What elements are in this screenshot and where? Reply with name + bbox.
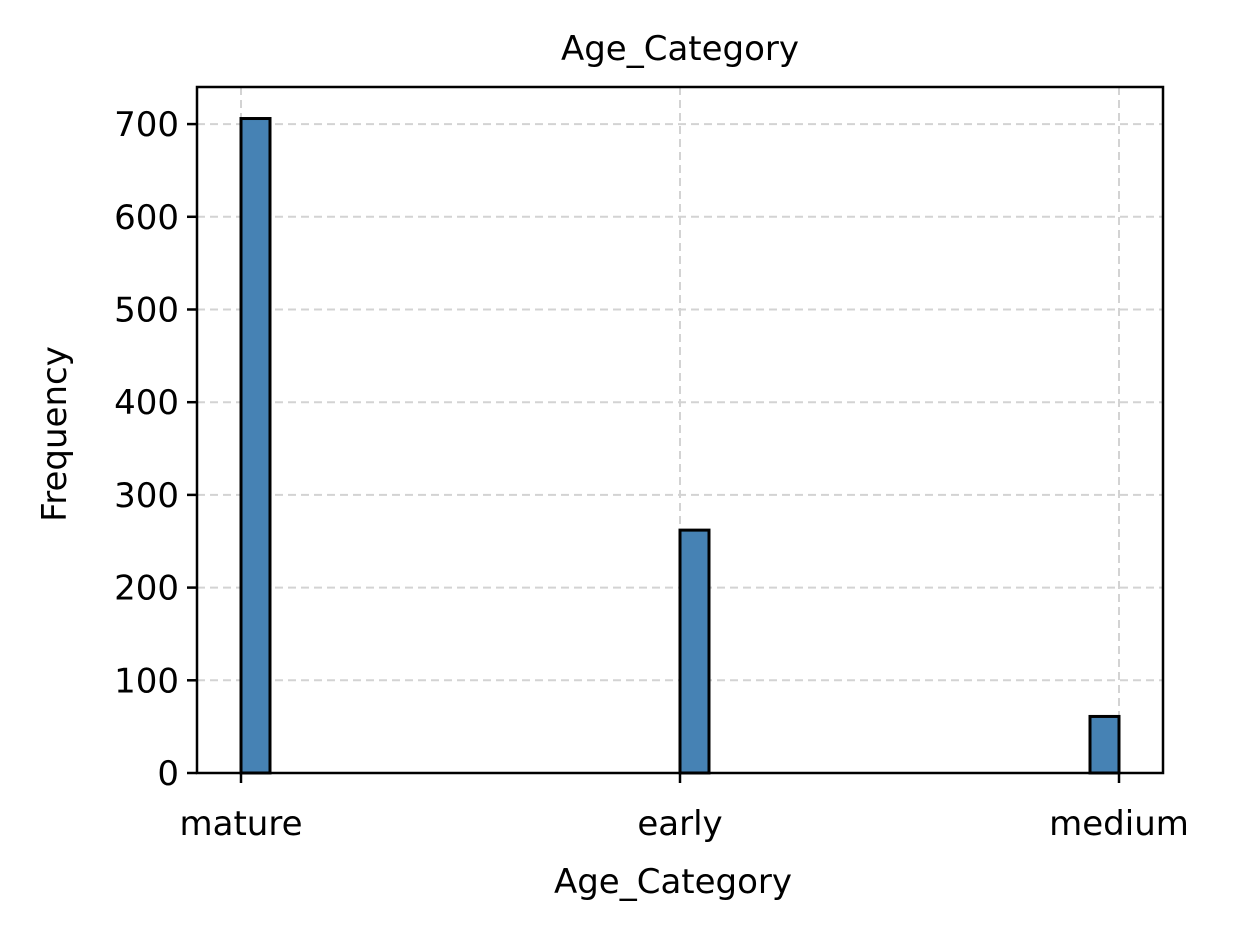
bar-mature [239,117,272,775]
y-tick-label: 700 [114,105,179,145]
y-tick-label: 100 [114,661,179,701]
bar-medium [1088,714,1121,775]
bar-early [678,528,711,775]
chart-title: Age_Category [561,29,799,69]
x-axis-title: Age_Category [554,862,792,902]
y-tick-label: 500 [114,290,179,330]
x-axis: mature early medium [180,773,1189,844]
y-axis: 0 100 200 300 400 500 600 700 [114,105,197,794]
y-tick-label: 400 [114,383,179,423]
y-axis-title: Frequency [35,346,75,522]
x-tick-label: mature [180,804,303,844]
y-tick-label: 200 [114,569,179,609]
x-tick-label: medium [1049,804,1189,844]
x-tick-label: early [637,804,722,844]
y-tick-label: 0 [157,754,179,794]
y-tick-label: 600 [114,198,179,238]
y-tick-label: 300 [114,476,179,516]
